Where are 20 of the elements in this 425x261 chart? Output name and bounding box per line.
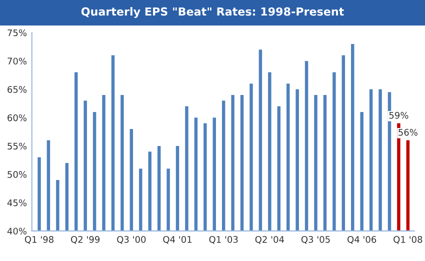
y-tick-label: 50% — [8, 171, 27, 178]
data-label: 56% — [398, 128, 418, 136]
x-tick-label: Q1 '98 — [24, 236, 54, 244]
x-tick-label: Q2 '99 — [70, 236, 100, 244]
data-label: 59% — [389, 112, 408, 119]
y-tick-label: 45% — [7, 199, 27, 206]
x-tick-label: Q2 '04 — [255, 236, 284, 244]
chart-title: Quarterly EPS "Beat" Rates: 1998-Present — [81, 7, 344, 18]
x-tick-label: Q1 '08 — [394, 236, 422, 244]
x-tick-label: Q3 '05 — [301, 236, 330, 244]
y-tick-label: 65% — [8, 86, 27, 93]
x-tick-label: Q3 '00 — [117, 236, 146, 244]
y-tick-label: 60% — [8, 114, 27, 122]
x-tick-label: Q4 '01 — [163, 236, 192, 244]
y-tick-label: 55% — [8, 142, 27, 150]
y-tick-label: 75% — [8, 29, 27, 36]
x-tick-label: Q1 '03 — [209, 236, 238, 244]
y-tick-label: 70% — [8, 58, 27, 65]
y-tick-label: 40% — [7, 228, 27, 235]
x-tick-label: Q4 '06 — [348, 236, 376, 244]
